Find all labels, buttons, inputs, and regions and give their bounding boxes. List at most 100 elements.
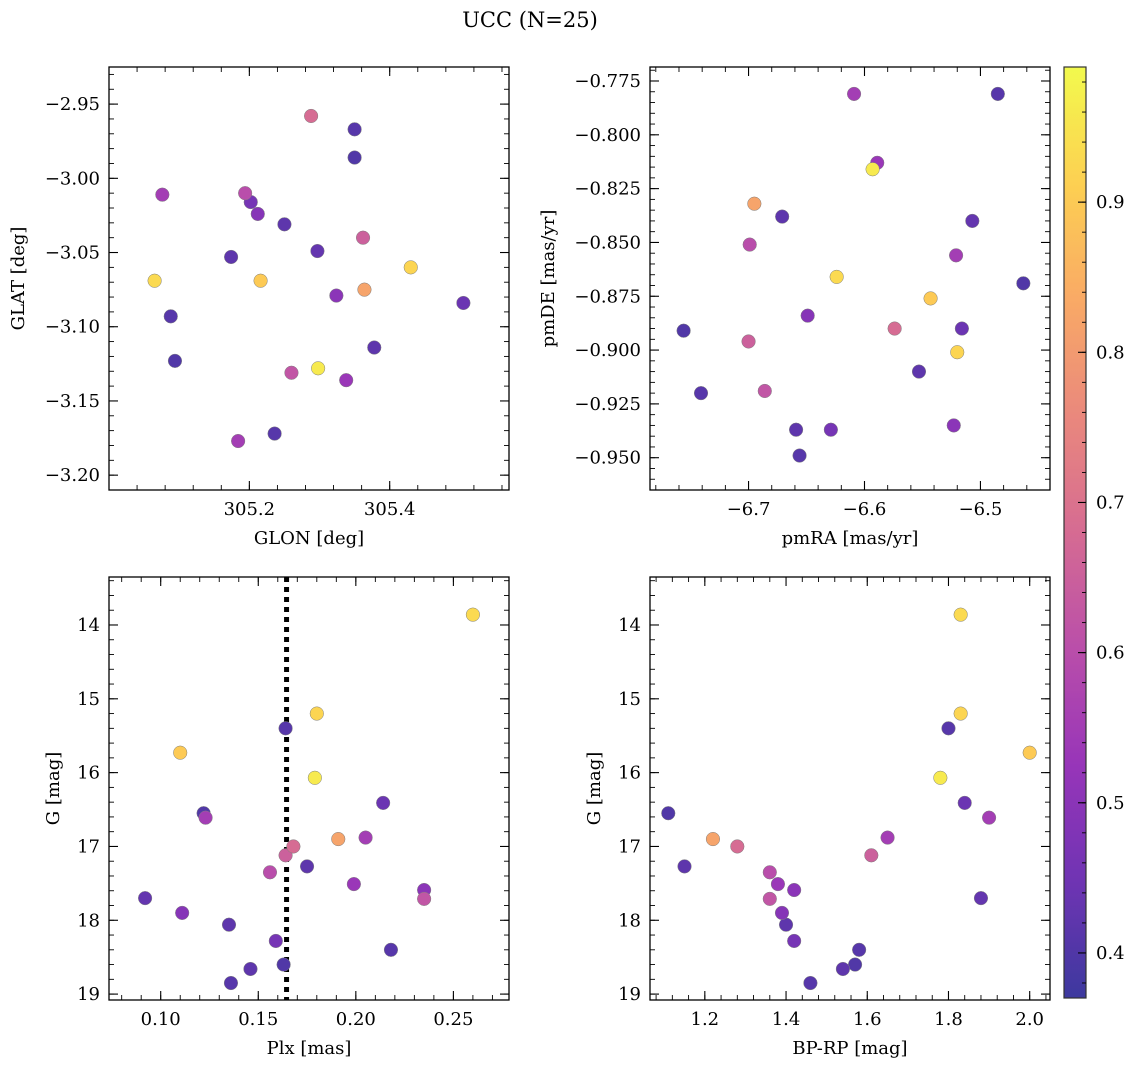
- scatter-point: [852, 942, 867, 957]
- panel-plx-g: 0.10 0.15 0.20 0.25 14 15 16 17 18 19 Plx [mas] G […: [43, 576, 510, 1059]
- scatter-point: [456, 295, 471, 311]
- axes-frame: [649, 576, 1051, 1001]
- scatter-point: [278, 721, 293, 736]
- ticks: [109, 577, 509, 1000]
- y-axis-label: pmDE [mas/yr]: [538, 210, 559, 348]
- scatter-point: [787, 882, 802, 898]
- scatter-point: [268, 933, 283, 948]
- y-tick-label: −3.10: [45, 317, 100, 338]
- ticks: [108, 67, 509, 491]
- y-tick-label: −3.05: [45, 243, 100, 264]
- scatter-point: [787, 933, 802, 948]
- scatter-point: [1022, 745, 1037, 760]
- y-tick-label: −0.850: [574, 232, 641, 253]
- scatter-point: [742, 237, 757, 252]
- y-tick-label: −0.950: [574, 448, 641, 469]
- scatter-point: [403, 260, 418, 275]
- scatter-point: [823, 422, 838, 437]
- scatter-point: [990, 86, 1005, 101]
- scatter-point: [173, 745, 188, 760]
- scatter-point: [307, 770, 322, 785]
- x-tick-label: 305.4: [364, 499, 416, 520]
- x-tick-label: 1.6: [853, 1009, 882, 1030]
- colorbar: 0.4 0.5 0.6 0.7 0.8 0.9: [1063, 66, 1125, 999]
- scatter-point: [747, 196, 762, 211]
- colorbar-tick-label: 0.5: [1096, 793, 1125, 814]
- y-tick-label: 14: [77, 615, 100, 636]
- scatter-point: [163, 309, 178, 324]
- scatter-point: [661, 806, 676, 821]
- scatter-point: [949, 248, 964, 263]
- scatter-point: [310, 243, 325, 259]
- scatter-point: [792, 448, 807, 463]
- scatter-point: [757, 383, 772, 399]
- scatter-point: [347, 150, 362, 165]
- scatter-point: [276, 957, 291, 972]
- panel-bprp-g: 1.2 1.4 1.6 1.8 2.0 14 15 16 17 18 19 BP-RP [mag] G …: [584, 576, 1051, 1059]
- scatter-points: [147, 108, 471, 449]
- scatter-point: [957, 795, 972, 810]
- axes-frame: [108, 66, 510, 491]
- y-tick-label: −0.825: [574, 179, 641, 200]
- y-axis-label: GLAT [deg]: [8, 227, 29, 331]
- scatter-point: [238, 186, 253, 201]
- colorbar-tick-label: 0.4: [1096, 943, 1125, 964]
- x-tick-label: −6.6: [843, 499, 887, 520]
- scatter-point: [774, 905, 790, 920]
- colorbar-tick-label: 0.8: [1096, 342, 1125, 363]
- y-axis-label: G [mag]: [43, 752, 64, 825]
- scatter-point: [253, 273, 268, 288]
- scatter-point: [887, 321, 902, 336]
- scatter-point: [954, 321, 969, 336]
- y-tick-label: −0.875: [574, 286, 641, 307]
- scatter-point: [376, 795, 391, 810]
- scatter-point: [329, 288, 344, 303]
- scatter-point: [950, 345, 965, 360]
- y-tick-label: 18: [77, 910, 100, 931]
- y-tick-label: −0.900: [574, 340, 641, 361]
- y-tick-label: −0.775: [574, 71, 641, 92]
- scatter-point: [803, 975, 818, 991]
- scatter-point: [231, 433, 246, 449]
- y-tick-label: 15: [77, 689, 100, 710]
- scatter-point: [864, 848, 879, 863]
- scatter-point: [847, 86, 862, 101]
- axes-frame: [108, 576, 510, 1001]
- scatter-points: [138, 607, 480, 991]
- scatter-point: [770, 877, 785, 892]
- scatter-point: [367, 340, 382, 355]
- scatter-point: [284, 365, 299, 380]
- y-tick-label: 19: [77, 984, 100, 1005]
- scatter-point: [347, 122, 362, 137]
- colorbar-tick-label: 0.6: [1096, 643, 1125, 664]
- x-tick-label: 1.8: [934, 1009, 963, 1030]
- y-tick-label: 16: [77, 763, 100, 784]
- scatter-point: [848, 957, 863, 972]
- x-tick-label: 2.0: [1015, 1009, 1044, 1030]
- x-tick-label: 0.10: [141, 1009, 181, 1030]
- scatter-point: [355, 230, 371, 245]
- y-tick-label: −0.925: [574, 394, 641, 415]
- scatter-point: [277, 217, 292, 232]
- y-tick-label: 18: [618, 910, 641, 931]
- scatter-point: [775, 209, 790, 224]
- figure-title: UCC (N=25): [462, 8, 598, 32]
- scatter-points: [676, 86, 1031, 463]
- scatter-point: [941, 721, 956, 736]
- scatter-point: [762, 865, 777, 880]
- y-tick-label: −3.20: [45, 465, 100, 486]
- scatter-point: [224, 249, 239, 265]
- x-tick-label: 1.4: [772, 1009, 801, 1030]
- scatter-point: [829, 269, 844, 284]
- scatter-point: [346, 877, 361, 892]
- scatter-point: [243, 961, 258, 977]
- panel-pm: −6.7 −6.6 −6.5 −0.775 −0.800 −0.825 −0.850 −0.8…: [538, 66, 1051, 549]
- scatter-point: [331, 832, 346, 847]
- scatter-point: [304, 108, 319, 124]
- scatter-point: [693, 386, 709, 401]
- scatter-point: [835, 961, 850, 977]
- y-tick-label: 17: [77, 836, 100, 857]
- scatter-point: [953, 706, 968, 721]
- y-tick-label: −3.00: [45, 168, 100, 189]
